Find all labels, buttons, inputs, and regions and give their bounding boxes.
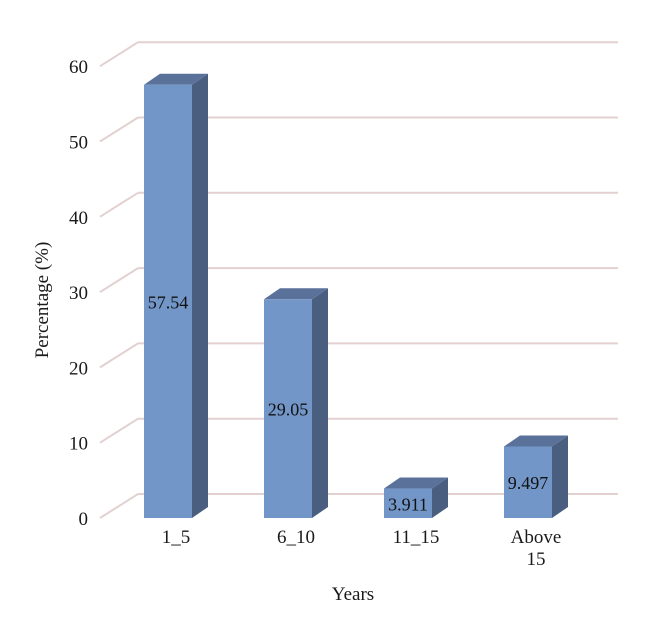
y-axis-title: Percentage (%) <box>32 242 53 359</box>
x-tick-label: 11_15 <box>393 527 440 548</box>
gridline <box>99 267 618 293</box>
bar-front <box>504 446 552 518</box>
data-label: 57.54 <box>148 292 189 312</box>
y-tick-label: 50 <box>69 133 88 154</box>
y-tick-label: 30 <box>69 283 88 304</box>
bar-side <box>312 288 328 518</box>
bars <box>144 73 568 518</box>
bar-top <box>144 73 208 85</box>
y-tick-label: 40 <box>69 208 88 229</box>
gridlines <box>99 41 618 519</box>
bar <box>264 288 328 518</box>
x-axis-title: Years <box>332 584 374 605</box>
bar-side <box>432 477 448 518</box>
x-tick-label: Above 15 <box>511 527 562 570</box>
y-tick-label: 60 <box>69 57 88 78</box>
bar <box>144 73 208 518</box>
y-tick-label: 20 <box>69 358 88 379</box>
bar-top <box>384 477 448 489</box>
bar-side <box>552 435 568 518</box>
data-label: 3.911 <box>388 494 428 514</box>
bar-front <box>144 84 192 518</box>
gridline <box>99 417 618 444</box>
gridline <box>99 342 618 369</box>
bar <box>384 477 448 518</box>
gridline <box>99 116 618 143</box>
bar-front <box>264 299 312 518</box>
gridline <box>99 41 618 68</box>
bar-side <box>192 73 208 518</box>
bar <box>504 435 568 518</box>
gridline <box>99 191 618 218</box>
data-label: 29.05 <box>268 400 309 420</box>
x-axis-ticks: 1_5 6_10 11_15 Above 15 <box>162 527 562 570</box>
data-labels: 57.54 29.05 3.911 9.497 <box>148 292 549 514</box>
bar-front <box>384 488 432 518</box>
bar-top <box>264 288 328 300</box>
x-tick-label: 6_10 <box>277 527 315 548</box>
bar-top <box>504 435 568 447</box>
data-label: 9.497 <box>508 473 549 493</box>
y-tick-label: 0 <box>79 509 89 530</box>
y-axis-ticks: 0 10 20 30 40 50 60 <box>69 57 88 530</box>
x-tick-label: 1_5 <box>162 527 191 548</box>
y-tick-label: 10 <box>69 434 88 455</box>
